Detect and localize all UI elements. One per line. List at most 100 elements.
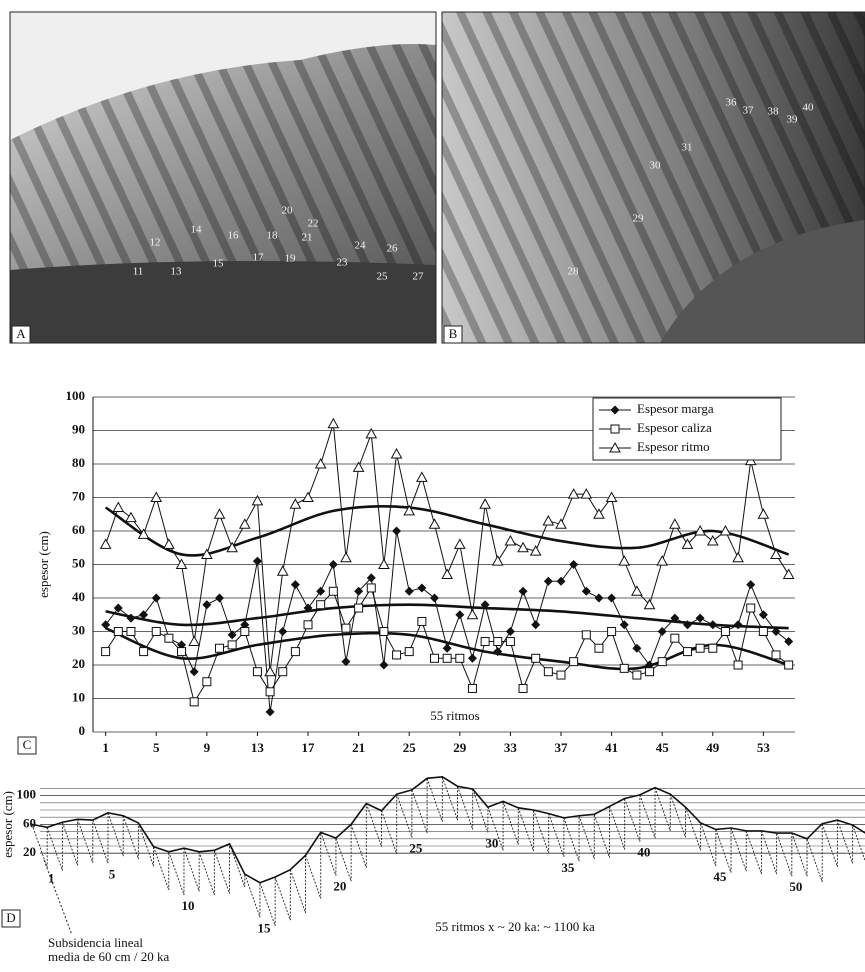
- marker: [214, 593, 224, 603]
- note-line: [43, 859, 73, 936]
- marker: [238, 518, 251, 529]
- marker: [720, 627, 730, 636]
- marker: [379, 627, 389, 636]
- tooth: [305, 832, 322, 899]
- marker: [430, 593, 440, 603]
- marker: [341, 623, 351, 633]
- marker: [708, 620, 718, 630]
- marker: [113, 603, 123, 613]
- marker: [505, 627, 515, 636]
- tooth: [730, 827, 747, 872]
- marker: [770, 548, 782, 559]
- photo-label: 11: [133, 266, 144, 278]
- tooth: [122, 815, 139, 860]
- photo-label: 30: [650, 160, 662, 172]
- marker: [101, 620, 111, 630]
- x-tick-label: 33: [504, 740, 518, 755]
- marker: [668, 518, 681, 529]
- marker: [392, 526, 402, 536]
- marker: [430, 653, 440, 663]
- marker: [101, 647, 111, 657]
- photo-label: 26: [387, 243, 399, 255]
- tooth: [229, 843, 246, 888]
- tooth: [426, 776, 443, 822]
- photo-label: 31: [682, 142, 693, 154]
- tooth: [700, 822, 717, 867]
- photo-label: 37: [743, 105, 755, 117]
- marker: [758, 627, 768, 636]
- tooth: [563, 815, 580, 862]
- y-tick-label: 0: [79, 723, 86, 738]
- marker: [518, 586, 528, 596]
- marker: [569, 657, 579, 667]
- tooth: [548, 813, 565, 857]
- y-tick-label: 70: [72, 488, 85, 503]
- marker: [782, 568, 795, 580]
- marker: [594, 593, 604, 603]
- marker: [252, 556, 262, 566]
- marker: [202, 677, 212, 687]
- tooth: [609, 798, 626, 850]
- x-tick-label: 40: [637, 845, 650, 860]
- marker: [681, 538, 694, 549]
- photo-label: 36: [726, 97, 738, 109]
- marker: [113, 627, 123, 636]
- y-axis-label: espesor (cm): [0, 791, 15, 858]
- tooth: [593, 806, 610, 858]
- marker: [594, 643, 604, 653]
- marker: [504, 535, 517, 546]
- marker: [556, 576, 566, 586]
- marker: [618, 555, 631, 566]
- x-tick-label: 15: [257, 920, 271, 935]
- marker: [251, 494, 264, 506]
- marker: [581, 586, 591, 596]
- x-tick-label: 17: [302, 740, 316, 755]
- tooth: [806, 823, 823, 883]
- tooth: [289, 855, 306, 914]
- marker: [278, 667, 288, 677]
- tooth: [92, 812, 109, 864]
- tooth: [852, 824, 865, 862]
- marker: [529, 545, 542, 556]
- x-tick-label: 5: [153, 740, 160, 755]
- x-tick-label: 45: [713, 869, 727, 884]
- marker: [302, 491, 314, 502]
- marker: [493, 637, 503, 647]
- marker: [200, 548, 213, 559]
- x-tick-label: 5: [109, 866, 116, 881]
- marker: [491, 555, 504, 566]
- photo-b: [442, 12, 865, 343]
- marker: [328, 586, 338, 596]
- marker: [265, 707, 275, 717]
- marker: [189, 667, 199, 677]
- marker: [567, 488, 580, 499]
- marker: [733, 660, 743, 670]
- y-tick-label: 80: [72, 455, 85, 470]
- marker: [670, 613, 680, 623]
- marker: [99, 538, 112, 549]
- marker: [126, 627, 136, 636]
- marker: [290, 647, 300, 657]
- marker: [150, 491, 163, 502]
- tooth: [791, 832, 808, 877]
- tooth: [457, 786, 474, 830]
- x-tick-label: 10: [181, 898, 194, 913]
- marker: [151, 627, 161, 636]
- marker: [746, 603, 756, 613]
- tooth: [472, 788, 489, 833]
- marker: [555, 518, 567, 529]
- tooth: [137, 822, 155, 867]
- tooth: [517, 807, 534, 852]
- marker: [188, 635, 201, 647]
- tooth: [685, 806, 702, 851]
- marker: [695, 613, 705, 623]
- marker: [682, 647, 692, 657]
- marker: [580, 488, 593, 499]
- y-tick-label: 20: [23, 844, 36, 859]
- panel-letter: B: [449, 326, 458, 341]
- marker: [442, 653, 452, 663]
- marker: [189, 697, 199, 707]
- marker: [265, 687, 275, 697]
- panel-letter: D: [6, 910, 15, 925]
